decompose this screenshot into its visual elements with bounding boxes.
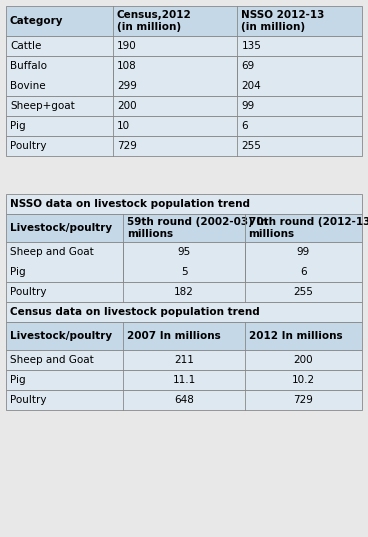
Bar xyxy=(6,194,362,214)
Text: 70th round (2012-13) In
millions: 70th round (2012-13) In millions xyxy=(248,217,368,239)
Text: Livestock/poultry: Livestock/poultry xyxy=(10,331,112,341)
Bar xyxy=(6,6,362,36)
Text: Census data on livestock population trend: Census data on livestock population tren… xyxy=(10,307,260,317)
Text: Category: Category xyxy=(10,16,64,26)
Text: Sheep and Goat: Sheep and Goat xyxy=(10,247,94,257)
Text: 6: 6 xyxy=(300,267,307,277)
Bar xyxy=(6,56,362,96)
Text: Poultry: Poultry xyxy=(10,141,46,151)
Text: Buffalo: Buffalo xyxy=(10,61,47,71)
Text: 10: 10 xyxy=(117,121,130,131)
Text: Sheep and Goat: Sheep and Goat xyxy=(10,355,94,365)
Text: 182: 182 xyxy=(174,287,194,297)
Bar xyxy=(6,116,362,136)
Text: 211: 211 xyxy=(174,355,194,365)
Text: Poultry: Poultry xyxy=(10,395,46,405)
Bar xyxy=(6,282,362,302)
Text: NSSO 2012-13
(in million): NSSO 2012-13 (in million) xyxy=(241,10,325,32)
Text: 2007 In millions: 2007 In millions xyxy=(127,331,221,341)
Bar xyxy=(6,36,362,56)
Text: 95: 95 xyxy=(177,247,191,257)
Text: 2012 In millions: 2012 In millions xyxy=(248,331,342,341)
Bar xyxy=(6,322,362,350)
Text: 69: 69 xyxy=(241,61,255,71)
Bar xyxy=(6,370,362,390)
Text: Cattle: Cattle xyxy=(10,41,41,51)
Text: 135: 135 xyxy=(241,41,261,51)
Text: 729: 729 xyxy=(117,141,137,151)
Text: 11.1: 11.1 xyxy=(172,375,196,385)
Text: 190: 190 xyxy=(117,41,137,51)
Text: Pig: Pig xyxy=(10,267,26,277)
Text: 99: 99 xyxy=(241,101,255,111)
Bar xyxy=(6,302,362,322)
Text: Bovine: Bovine xyxy=(10,81,46,91)
Text: 204: 204 xyxy=(241,81,261,91)
Bar xyxy=(6,214,362,242)
Text: 255: 255 xyxy=(241,141,261,151)
Text: Sheep+goat: Sheep+goat xyxy=(10,101,75,111)
Bar xyxy=(6,242,362,282)
Text: Pig: Pig xyxy=(10,375,26,385)
Text: Poultry: Poultry xyxy=(10,287,46,297)
Text: 6: 6 xyxy=(241,121,248,131)
Text: 10.2: 10.2 xyxy=(292,375,315,385)
Text: Livestock/poultry: Livestock/poultry xyxy=(10,223,112,233)
Text: 255: 255 xyxy=(293,287,313,297)
Bar xyxy=(6,390,362,410)
Text: Census,2012
(in million): Census,2012 (in million) xyxy=(117,10,192,32)
Text: 108: 108 xyxy=(117,61,137,71)
Text: 99: 99 xyxy=(297,247,310,257)
Text: 200: 200 xyxy=(293,355,313,365)
Text: Pig: Pig xyxy=(10,121,26,131)
Bar xyxy=(6,350,362,370)
Text: 648: 648 xyxy=(174,395,194,405)
Bar xyxy=(6,136,362,156)
Bar xyxy=(6,96,362,116)
Text: NSSO data on livestock population trend: NSSO data on livestock population trend xyxy=(10,199,250,209)
Text: 5: 5 xyxy=(181,267,187,277)
Text: 299: 299 xyxy=(117,81,137,91)
Text: 729: 729 xyxy=(293,395,313,405)
Text: 59th round (2002-03) In
millions: 59th round (2002-03) In millions xyxy=(127,217,268,239)
Text: 200: 200 xyxy=(117,101,137,111)
